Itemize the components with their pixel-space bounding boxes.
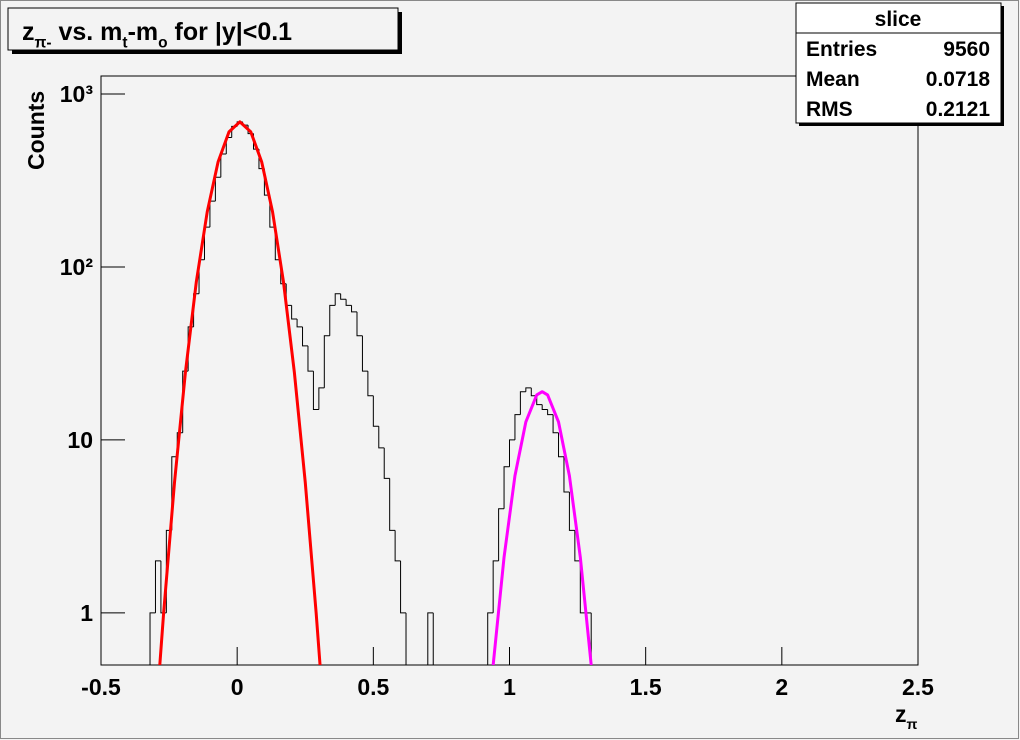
histogram-bin [345, 299, 352, 306]
x-tick-label: -0.5 [81, 674, 121, 700]
fit-curve [158, 120, 322, 665]
histogram-bin [340, 293, 347, 300]
overlay: -0.5 0 0.5 1 1.5 2 2.5 1 10 10² 10³ [60, 81, 934, 700]
histogram-bin [323, 335, 330, 388]
histogram-bin [568, 492, 575, 531]
histogram-bin [378, 426, 385, 449]
subscript: π- [35, 35, 52, 52]
histogram-bin [361, 335, 368, 372]
histogram-bin [525, 387, 532, 392]
text-part: z [895, 701, 907, 727]
x-axis-label: zπ [895, 701, 918, 733]
histogram-bin [558, 432, 564, 458]
histogram-bin [503, 466, 510, 509]
y-axis-label: Counts [23, 91, 49, 170]
histogram-bin [574, 530, 581, 562]
histogram-bin [405, 612, 412, 665]
histogram-bin [590, 612, 597, 665]
histogram-bin [334, 293, 341, 306]
histogram-bin [487, 612, 494, 665]
histogram-bin [427, 612, 434, 665]
histogram-bin [552, 414, 559, 434]
histogram-bin [383, 447, 390, 479]
plot-area [144, 120, 597, 665]
subscript: π [907, 717, 918, 733]
histogram-bin [351, 305, 357, 313]
histogram-bin [356, 311, 363, 337]
subscript: o [158, 35, 167, 52]
fit-curve [491, 390, 593, 665]
text-part: -m [128, 18, 159, 46]
text-part: for |y|<0.1 [168, 18, 293, 46]
x-tick-label: 1.5 [630, 674, 662, 700]
histogram-bin [394, 530, 401, 562]
histogram-bin [296, 319, 303, 328]
histogram-bin [318, 387, 325, 410]
subscript: t [122, 35, 127, 52]
stats-value: 9560 [943, 38, 990, 61]
histogram-bin [492, 560, 499, 613]
plot-frame [100, 75, 919, 666]
histogram-bin [579, 560, 586, 614]
chart-title: zπ- vs. mt-mo for |y|<0.1 [22, 18, 292, 52]
histogram-bin [307, 345, 314, 372]
y-tick-label: 1 [80, 600, 93, 626]
histogram-bin [329, 304, 336, 336]
histogram-bin [519, 391, 526, 415]
x-tick-label: 0.5 [357, 674, 389, 700]
stats-value: 0.0718 [926, 68, 991, 91]
stats-name: RMS [806, 98, 853, 121]
histogram-bin [541, 404, 548, 410]
y-tick-label: 10² [60, 254, 94, 280]
histogram-bin [432, 612, 439, 665]
x-tick-label: 2.5 [902, 674, 934, 700]
histogram-bin [149, 612, 156, 665]
histogram-bin [547, 409, 554, 416]
histogram-bin [372, 395, 379, 427]
stats-value: 0.2121 [926, 98, 991, 121]
histogram-bin [367, 371, 374, 397]
x-tick-label: 0 [231, 674, 244, 700]
histogram-bin [514, 414, 521, 440]
histogram-bin [291, 305, 298, 320]
y-tick-label: 10³ [60, 81, 94, 107]
histogram-bin [509, 439, 515, 467]
histogram-bin [400, 560, 407, 614]
y-tick-label: 10 [67, 427, 93, 453]
histogram-bin [563, 456, 570, 493]
title-box [7, 7, 399, 51]
stats-title: slice [875, 8, 922, 31]
stats-name: Mean [806, 68, 860, 91]
text-part: z [22, 18, 35, 46]
stats-name: Entries [806, 38, 877, 61]
histogram-bin [312, 371, 319, 410]
x-tick-label: 1 [503, 674, 516, 700]
histogram-bin [498, 508, 505, 561]
histogram-bin [389, 478, 396, 531]
histogram-bin [154, 560, 161, 613]
x-tick-label: 2 [775, 674, 788, 700]
histogram-bin [302, 326, 308, 347]
text-part: vs. m [52, 18, 123, 46]
stats-box [795, 2, 1002, 124]
